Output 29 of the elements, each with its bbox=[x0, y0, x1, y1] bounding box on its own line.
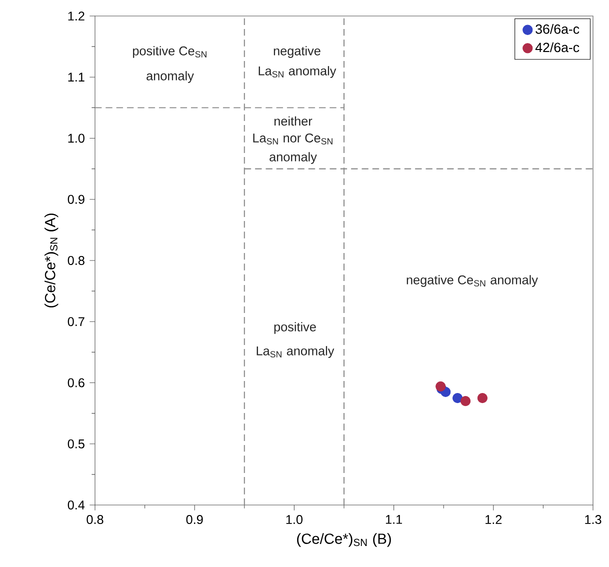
x-tick-label: 1.3 bbox=[585, 515, 602, 524]
annotation: La$_{SN}$ nor Ce$_{SN}$ bbox=[253, 133, 332, 144]
annotation: anomaly bbox=[270, 152, 317, 164]
y-tick-label: 0.7 bbox=[68, 317, 84, 326]
y-tick-label: 1.1 bbox=[68, 72, 84, 82]
x-tick-label: 1.0 bbox=[286, 515, 303, 524]
legend-label: 36/6a-c bbox=[536, 24, 580, 34]
annotation: neither bbox=[274, 116, 312, 126]
annotation: La$_{SN}$ anomaly bbox=[258, 66, 336, 78]
x-tick-label: 0.8 bbox=[86, 515, 104, 524]
y-axis-title: (Ce/Ce*)$_{SN}$ (A) bbox=[44, 214, 58, 308]
annotation: La$_{SN}$ anomaly bbox=[256, 346, 334, 358]
legend-label: 42/6a-c bbox=[535, 42, 580, 52]
annotation: negative Ce$_{SN}$ anomaly bbox=[406, 275, 538, 287]
annotation: anomaly bbox=[146, 71, 194, 83]
annotation: positive Ce$_{SN}$ bbox=[132, 46, 206, 58]
annotation: negative bbox=[274, 46, 320, 58]
x-tick-label: 1.2 bbox=[486, 515, 502, 524]
y-tick-label: 0.8 bbox=[68, 256, 84, 265]
y-tick-label: 0.5 bbox=[68, 439, 84, 448]
x-axis-title: (Ce/Ce*)$_{SN}$ (B) bbox=[297, 533, 391, 547]
y-tick-label: 0.6 bbox=[68, 378, 84, 388]
annotation: positive bbox=[274, 322, 316, 334]
y-tick-label: 1.0 bbox=[68, 134, 84, 143]
y-tick-label: 1.2 bbox=[68, 12, 84, 20]
y-tick-label: 0.9 bbox=[68, 194, 84, 204]
x-tick-label: 0.9 bbox=[186, 515, 203, 524]
x-tick-label: 1.1 bbox=[386, 515, 402, 524]
y-tick-label: 0.4 bbox=[68, 500, 85, 510]
